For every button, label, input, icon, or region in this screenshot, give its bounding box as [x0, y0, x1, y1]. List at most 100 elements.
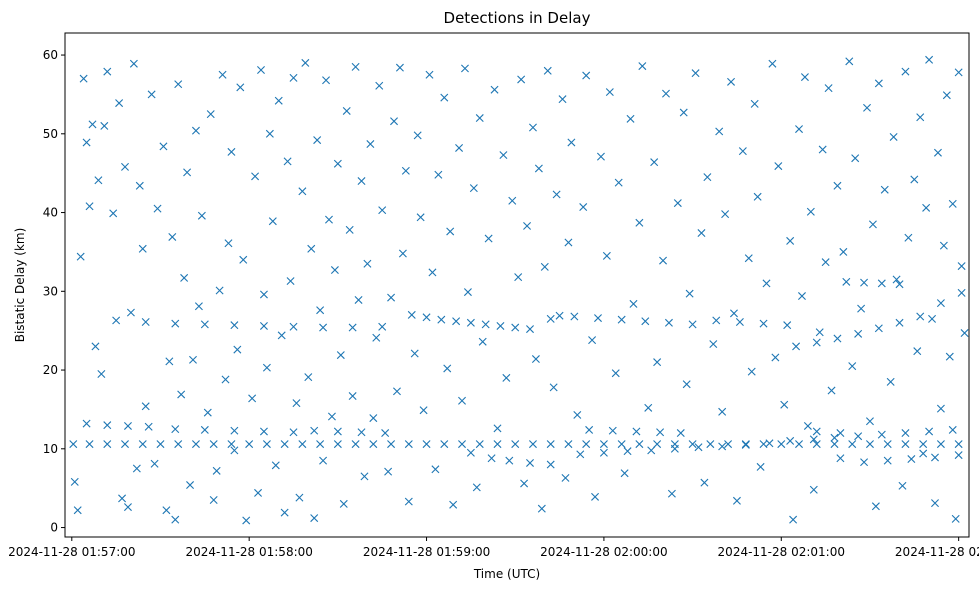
data-point-marker [262, 440, 271, 449]
data-point-marker [502, 373, 511, 382]
data-point-marker [596, 152, 605, 161]
data-point-marker [357, 177, 366, 186]
data-point-marker [378, 206, 387, 215]
data-point-marker [916, 113, 925, 122]
data-point-marker [913, 347, 922, 356]
data-point-marker [591, 492, 600, 501]
data-point-marker [428, 268, 437, 277]
data-point-marker [588, 336, 597, 345]
data-point-marker [786, 236, 795, 245]
data-point-marker [614, 178, 623, 187]
chart-title: Detections in Delay [444, 9, 591, 27]
data-point-marker [209, 495, 218, 504]
data-point-marker [472, 483, 481, 492]
data-point-marker [936, 440, 945, 449]
data-point-marker [605, 88, 614, 97]
data-point-marker [697, 229, 706, 238]
data-point-marker [123, 503, 132, 512]
data-point-marker [561, 473, 570, 482]
data-point-marker [626, 114, 635, 123]
data-point-marker [91, 342, 100, 351]
data-point-marker [401, 166, 410, 175]
data-point-marker [449, 500, 458, 509]
data-point-marker [558, 95, 567, 104]
data-point-marker [209, 440, 218, 449]
data-point-marker [511, 440, 520, 449]
data-point-marker [487, 454, 496, 463]
data-point-marker [679, 108, 688, 117]
data-point-marker [132, 464, 141, 473]
data-point-marker [771, 353, 780, 362]
data-point-marker [528, 440, 537, 449]
data-point-marker [653, 440, 662, 449]
data-point-marker [230, 426, 239, 435]
data-point-marker [298, 187, 307, 196]
data-point-marker [629, 299, 638, 308]
data-point-marker [848, 440, 857, 449]
data-point-marker [871, 502, 880, 511]
data-point-marker [582, 440, 591, 449]
data-point-marker [215, 286, 224, 295]
data-point-marker [200, 320, 209, 329]
data-point-marker [599, 440, 608, 449]
data-point-marker [957, 262, 966, 271]
data-point-marker [159, 142, 168, 151]
data-point-marker [277, 331, 286, 340]
data-point-marker [567, 138, 576, 147]
data-point-marker [304, 373, 313, 382]
data-point-marker [653, 358, 662, 367]
data-point-marker [440, 93, 449, 102]
data-point-marker [274, 96, 283, 105]
data-point-marker [493, 440, 502, 449]
data-point-marker [298, 440, 307, 449]
data-point-marker [889, 132, 898, 141]
data-point-marker [762, 279, 771, 288]
data-point-marker [265, 129, 274, 138]
plot-area-frame [64, 32, 970, 538]
data-point-marker [153, 204, 162, 213]
data-point-marker [316, 440, 325, 449]
data-point-marker [310, 426, 319, 435]
data-point-marker [236, 83, 245, 92]
data-point-marker [528, 123, 537, 132]
data-point-marker [546, 460, 555, 469]
data-point-marker [330, 266, 339, 275]
data-point-marker [168, 232, 177, 241]
data-point-marker [319, 323, 328, 332]
data-point-marker [150, 459, 159, 468]
data-point-marker [319, 456, 328, 465]
y-tick-label: 0 [50, 521, 58, 535]
x-tick-label: 2024-11-28 02:00:00 [540, 545, 667, 559]
data-point-marker [230, 321, 239, 330]
series-track-31km [842, 277, 904, 289]
data-point-marker [673, 199, 682, 208]
data-point-marker [895, 280, 904, 289]
x-axis-label: Time (UTC) [473, 567, 540, 581]
y-tick-label: 10 [43, 442, 58, 456]
data-point-marker [508, 196, 517, 205]
data-point-marker [79, 74, 88, 83]
data-point-marker [576, 450, 585, 459]
data-point-marker [691, 69, 700, 78]
data-point-marker [809, 435, 818, 444]
data-point-marker [251, 172, 260, 181]
data-point-marker [809, 485, 818, 494]
data-point-marker [865, 417, 874, 426]
data-point-marker [322, 76, 331, 85]
data-point-marker [948, 425, 957, 434]
data-point-marker [901, 440, 910, 449]
y-axis-label: Bistatic Delay (km) [13, 228, 27, 343]
data-point-marker [907, 455, 916, 464]
data-point-marker [378, 322, 387, 331]
data-point-marker [931, 499, 939, 508]
data-point-marker [141, 402, 150, 411]
data-point-marker [82, 138, 91, 147]
data-point-marker [333, 159, 342, 168]
data-point-marker [123, 421, 132, 430]
data-point-marker [200, 425, 209, 434]
data-point-marker [933, 148, 942, 157]
data-point-marker [898, 481, 907, 490]
series-clutter [70, 55, 969, 525]
data-point-marker [659, 256, 668, 265]
data-point-marker [863, 103, 872, 112]
